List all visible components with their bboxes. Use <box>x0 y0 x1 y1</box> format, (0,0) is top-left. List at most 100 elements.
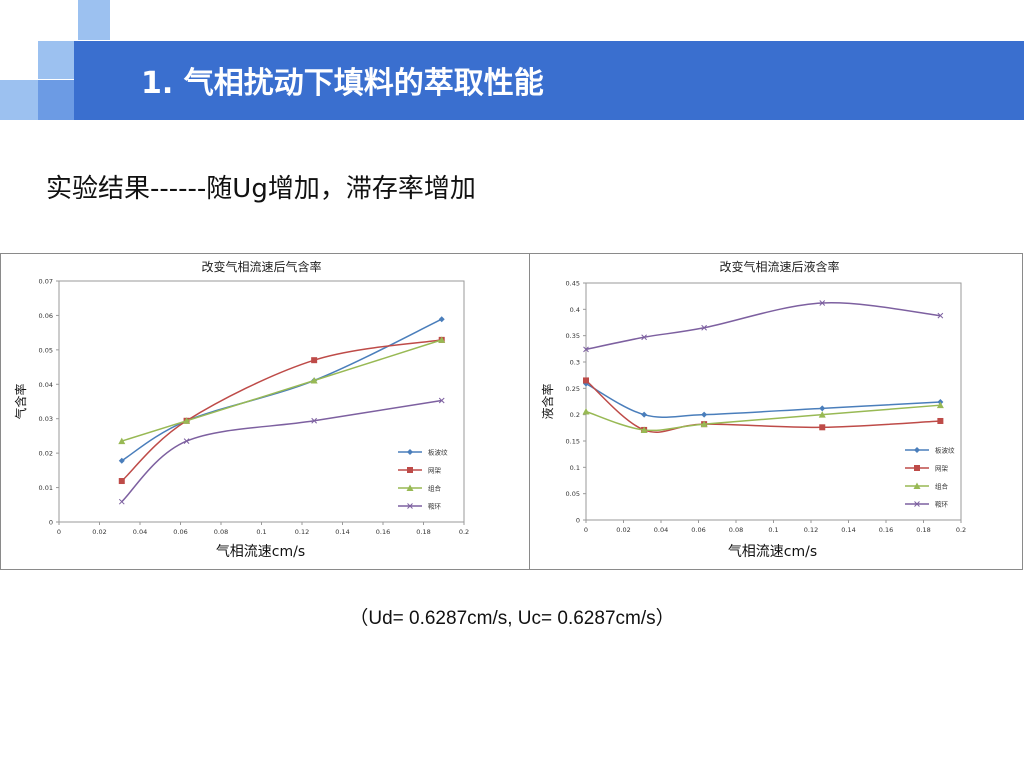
legend-label: 网架 <box>935 465 949 473</box>
y-tick-label: 0.4 <box>570 306 580 314</box>
data-point <box>438 316 445 323</box>
deco-square-3 <box>0 80 38 120</box>
y-tick-label: 0.45 <box>566 280 580 288</box>
header-bar <box>74 41 1024 120</box>
series-line-1 <box>585 379 941 433</box>
slide-title: 1. 气相扰动下填料的萃取性能 <box>141 66 544 101</box>
x-tick-label: 0.12 <box>804 526 818 534</box>
plot-area <box>585 282 962 521</box>
x-tick-label: 0.18 <box>916 526 930 534</box>
x-tick-label: 0.2 <box>956 526 966 534</box>
legend-label: 板波纹 <box>935 446 955 455</box>
legend-marker <box>407 503 413 509</box>
series-line-2 <box>121 339 442 442</box>
legend-label: 组合 <box>428 484 442 493</box>
data-point <box>701 324 707 331</box>
y-tick-label: 0.05 <box>566 490 580 498</box>
data-point <box>819 300 826 306</box>
y-tick-label: 0 <box>576 517 580 525</box>
gas-holdup-chart: 改变气相流速后气含率 0 0.01 0.02 0.03 0.04 0.05 0.06 0.07 0… <box>13 259 469 560</box>
y-tick-label: 0.05 <box>39 346 53 354</box>
legend-label: 组合 <box>935 482 949 491</box>
x-tick-label: 0.12 <box>295 528 309 536</box>
deco-square-2 <box>38 41 74 79</box>
data-point <box>118 457 125 464</box>
data-point <box>311 357 318 364</box>
x-tick-label: 0.08 <box>214 528 228 536</box>
y-tick-label: 0.07 <box>39 278 53 286</box>
y-axis-label: 液含率 <box>540 383 555 419</box>
legend-marker <box>407 467 413 473</box>
data-point <box>818 411 826 418</box>
data-point <box>118 478 125 485</box>
x-tick-label: 0.06 <box>173 528 187 536</box>
data-point <box>583 377 589 384</box>
legend-label: 鞍环 <box>428 502 442 511</box>
y-tick-label: 0.04 <box>39 381 53 389</box>
data-point <box>640 426 648 433</box>
x-tick-label: 0.16 <box>879 526 893 534</box>
data-point <box>583 380 589 387</box>
data-point <box>583 346 589 353</box>
data-point <box>937 417 944 424</box>
series-line-0 <box>585 382 941 418</box>
x-tick-label: 0.04 <box>654 526 668 534</box>
x-tick-label: 0 <box>57 528 61 536</box>
y-tick-label: 0.03 <box>39 415 53 423</box>
data-point <box>700 420 708 428</box>
y-tick-label: 0.02 <box>39 450 53 458</box>
data-point <box>118 498 125 505</box>
data-point <box>937 312 944 319</box>
data-point <box>438 397 445 404</box>
y-tick-label: 0.01 <box>39 484 53 492</box>
x-tick-label: 0.02 <box>92 528 106 536</box>
series-line-3 <box>121 399 442 503</box>
legend-label: 鞍环 <box>935 500 949 509</box>
data-point <box>118 437 126 445</box>
x-tick-label: 0.08 <box>729 526 743 534</box>
x-tick-label: 0.1 <box>256 528 266 536</box>
data-point <box>701 411 708 418</box>
legend-marker <box>407 449 413 455</box>
y-tick-label: 0.15 <box>566 438 580 446</box>
x-tick-label: 0.14 <box>335 528 349 536</box>
legend-label: 板波纹 <box>428 448 448 457</box>
data-point <box>183 417 191 424</box>
data-point <box>936 401 944 409</box>
x-tick-label: 0.16 <box>376 528 390 536</box>
legend-marker <box>914 465 920 471</box>
series-line-2 <box>585 404 941 432</box>
x-tick-label: 0.02 <box>616 526 630 534</box>
chart-title: 改变气相流速后液含率 <box>719 259 839 274</box>
slide-subtitle: 实验结果------随Ug增加，滞存率增加 <box>46 174 476 204</box>
data-point <box>438 336 446 343</box>
chart-divider <box>529 254 530 569</box>
x-tick-label: 0.1 <box>768 526 778 534</box>
legend-marker <box>914 447 920 453</box>
y-tick-label: 0.06 <box>39 312 53 320</box>
x-tick-label: 0.18 <box>416 528 430 536</box>
y-tick-label: 0.35 <box>566 332 580 340</box>
series-line-3 <box>585 302 941 351</box>
y-tick-label: 0.25 <box>566 385 580 393</box>
y-tick-label: 0.1 <box>570 464 580 472</box>
data-point <box>311 417 318 424</box>
x-axis-label: 气相流速cm/s <box>216 544 305 560</box>
x-axis-label: 气相流速cm/s <box>728 544 817 560</box>
y-axis-label: 气含率 <box>13 383 28 419</box>
series-line-1 <box>121 339 442 482</box>
data-point <box>310 376 318 384</box>
chart-title: 改变气相流速后气含率 <box>201 259 321 274</box>
footnote: （Ud= 0.6287cm/s, Uc= 0.6287cm/s） <box>349 608 675 629</box>
data-point <box>819 424 826 431</box>
x-tick-label: 0.14 <box>841 526 855 534</box>
liquid-holdup-chart: 改变气相流速后液含率 0 0.05 0.1 0.15 0.2 0.25 0.3 0.35 0.4 0… <box>540 259 966 560</box>
deco-square-4 <box>38 80 74 120</box>
x-tick-label: 0.2 <box>459 528 469 536</box>
deco-square-1 <box>78 0 110 40</box>
legend-marker <box>406 484 414 491</box>
data-point <box>819 405 826 412</box>
y-tick-label: 0.2 <box>570 411 580 419</box>
legend-marker <box>913 482 921 489</box>
x-tick-label: 0.06 <box>691 526 705 534</box>
